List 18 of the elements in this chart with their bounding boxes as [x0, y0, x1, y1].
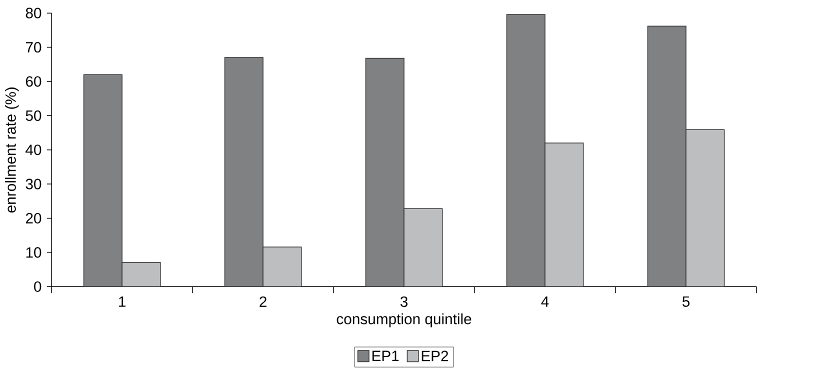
legend-label: EP1	[372, 350, 399, 362]
x-tick-label: 5	[682, 296, 690, 307]
y-tick-label: 40	[26, 144, 42, 156]
x-tick-label: 1	[119, 296, 126, 307]
x-tick-label: 3	[400, 296, 408, 307]
y-tick-label: 20	[26, 212, 42, 224]
y-tick-label: 50	[26, 110, 42, 121]
y-tick-label: 70	[26, 42, 42, 53]
x-axis-title: consumption quintile	[336, 313, 472, 328]
y-tick-label: 30	[26, 178, 42, 190]
x-tick-label: 4	[541, 296, 549, 307]
y-axis-title: enrollment rate (%)	[4, 88, 19, 212]
y-tick-label: 80	[26, 8, 42, 18]
x-tick-label: 2	[260, 296, 266, 307]
y-tick-label: 0	[34, 281, 42, 292]
y-tick-label: 10	[26, 247, 42, 258]
y-tick-label: 60	[26, 76, 42, 87]
legend-label: EP2	[422, 350, 448, 362]
